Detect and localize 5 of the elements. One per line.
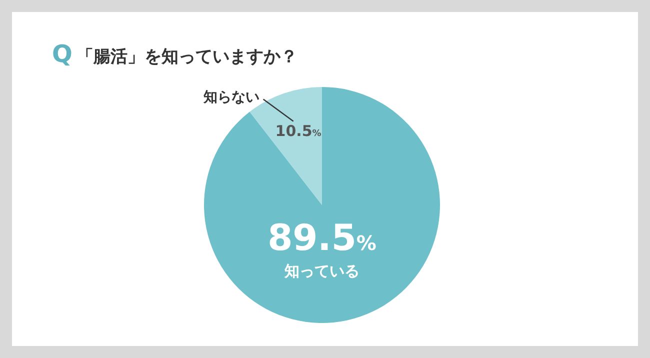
data-label: 89.5% (268, 218, 376, 259)
chart-title: Q「腸活」を知っていますか？ (52, 40, 298, 68)
slice-label: 知らない (202, 89, 260, 106)
slice-label: 知っている (284, 262, 360, 280)
data-label: 10.5% (275, 122, 322, 140)
